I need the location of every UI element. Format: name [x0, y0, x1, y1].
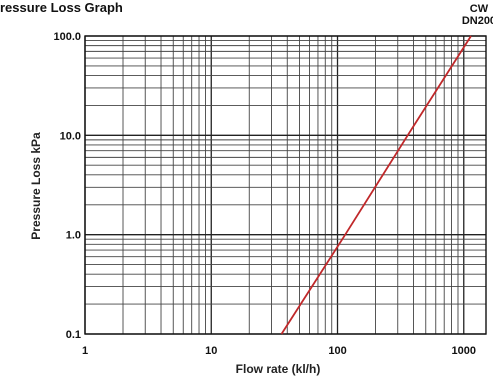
- series-label: DN200: [462, 15, 493, 27]
- plot-border: [84, 35, 487, 335]
- series-line-cw-dn200: [280, 35, 472, 335]
- y-tick-label: 100.0: [53, 31, 81, 43]
- y-tick-label: 1.0: [66, 230, 81, 242]
- plot-frame: [84, 35, 487, 335]
- grid-lines: [84, 35, 486, 335]
- x-axis-ticks: 1 10 100 1000: [82, 345, 476, 357]
- x-tick-label: 1000: [452, 345, 476, 357]
- x-tick-label: 100: [328, 345, 346, 357]
- chart-title: ressure Loss Graph: [0, 0, 123, 15]
- y-axis-ticks: 0.1 1.0 10.0 100.0: [53, 31, 81, 341]
- y-tick-label: 0.1: [66, 329, 81, 341]
- x-tick-label: 1: [82, 345, 88, 357]
- y-tick-label: 10.0: [60, 130, 81, 142]
- x-tick-label: 10: [205, 345, 217, 357]
- y-axis-label: Pressure Loss kPa: [29, 132, 43, 240]
- x-axis-label: Flow rate (kl/h): [236, 362, 321, 376]
- series-label: CW: [470, 3, 489, 15]
